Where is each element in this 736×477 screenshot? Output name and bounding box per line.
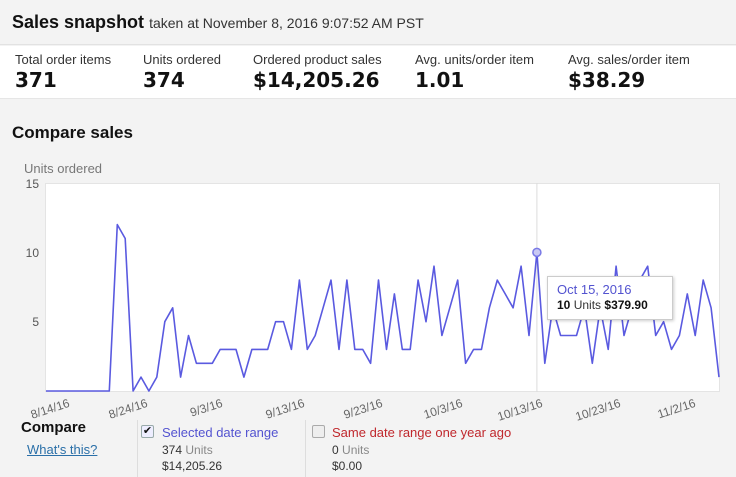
metrics-bar: Total order items 371 Units ordered 374 … (0, 46, 736, 99)
snapshot-title-text: Sales snapshot (12, 12, 145, 32)
last-year-label[interactable]: Same date range one year ago (332, 425, 512, 440)
tooltip-date: Oct 15, 2016 (557, 282, 632, 297)
y-tick: 10 (25, 246, 39, 260)
selected-range-units: 374 Units (162, 443, 213, 457)
selected-range-label[interactable]: Selected date range (162, 425, 279, 440)
metric-value: $14,205.26 (253, 68, 380, 92)
compare-label: Compare (21, 419, 87, 436)
selected-range-sales: $14,205.26 (162, 459, 223, 473)
last-year-units-label: Units (342, 443, 370, 457)
y-tick: 5 (32, 315, 39, 329)
metric-value: 371 (15, 68, 57, 92)
series-line-selected (46, 223, 720, 392)
tooltip-units-label: Units (573, 298, 602, 312)
metric-value: $38.29 (568, 68, 646, 92)
selected-range-checkbox[interactable]: ✔ (141, 425, 154, 438)
last-year-checkbox[interactable] (312, 425, 325, 438)
metric-units-ordered: Units ordered 374 (143, 52, 221, 92)
x-tick: 10/23/16 (573, 396, 623, 424)
metric-avg-sales: Avg. sales/order item $38.29 (568, 52, 690, 92)
divider (137, 420, 138, 477)
snapshot-timestamp: taken at November 8, 2016 9:07:52 AM PST (149, 15, 424, 31)
line-chart[interactable] (45, 183, 720, 392)
metric-label: Avg. sales/order item (568, 52, 690, 67)
x-tick: 8/24/16 (106, 396, 150, 422)
metric-value: 374 (143, 68, 185, 92)
snapshot-header: Sales snapshot taken at November 8, 2016… (0, 0, 736, 45)
selected-units-label: Units (185, 443, 213, 457)
metric-label: Ordered product sales (253, 52, 382, 67)
snapshot-title: Sales snapshot taken at November 8, 2016… (12, 12, 424, 33)
metric-value: 1.01 (415, 68, 465, 92)
metric-ordered-product-sales: Ordered product sales $14,205.26 (253, 52, 382, 92)
compare-sales-title: Compare sales (12, 123, 133, 142)
hover-point-marker[interactable] (532, 247, 542, 258)
metric-label: Avg. units/order item (415, 52, 534, 67)
metric-avg-units: Avg. units/order item 1.01 (415, 52, 534, 92)
y-tick: 15 (25, 177, 39, 191)
last-year-units: 0 Units (332, 443, 369, 457)
tooltip-values: 10 Units $379.90 (557, 298, 663, 312)
x-tick: 11/2/16 (655, 396, 698, 422)
last-year-sales: $0.00 (332, 459, 363, 473)
y-axis-title: Units ordered (24, 161, 103, 176)
tooltip-units-value: 10 (557, 298, 571, 312)
metric-label: Total order items (15, 52, 112, 67)
whats-this-link[interactable]: What's this? (27, 442, 98, 457)
selected-units-value: 374 (162, 443, 183, 457)
divider (305, 420, 306, 477)
last-year-units-value: 0 (332, 443, 339, 457)
chart-tooltip: Oct 15, 2016 10 Units $379.90 (547, 276, 673, 320)
metric-label: Units ordered (143, 52, 222, 67)
metric-total-order-items: Total order items 371 (15, 52, 111, 92)
tooltip-sales: $379.90 (604, 298, 648, 312)
